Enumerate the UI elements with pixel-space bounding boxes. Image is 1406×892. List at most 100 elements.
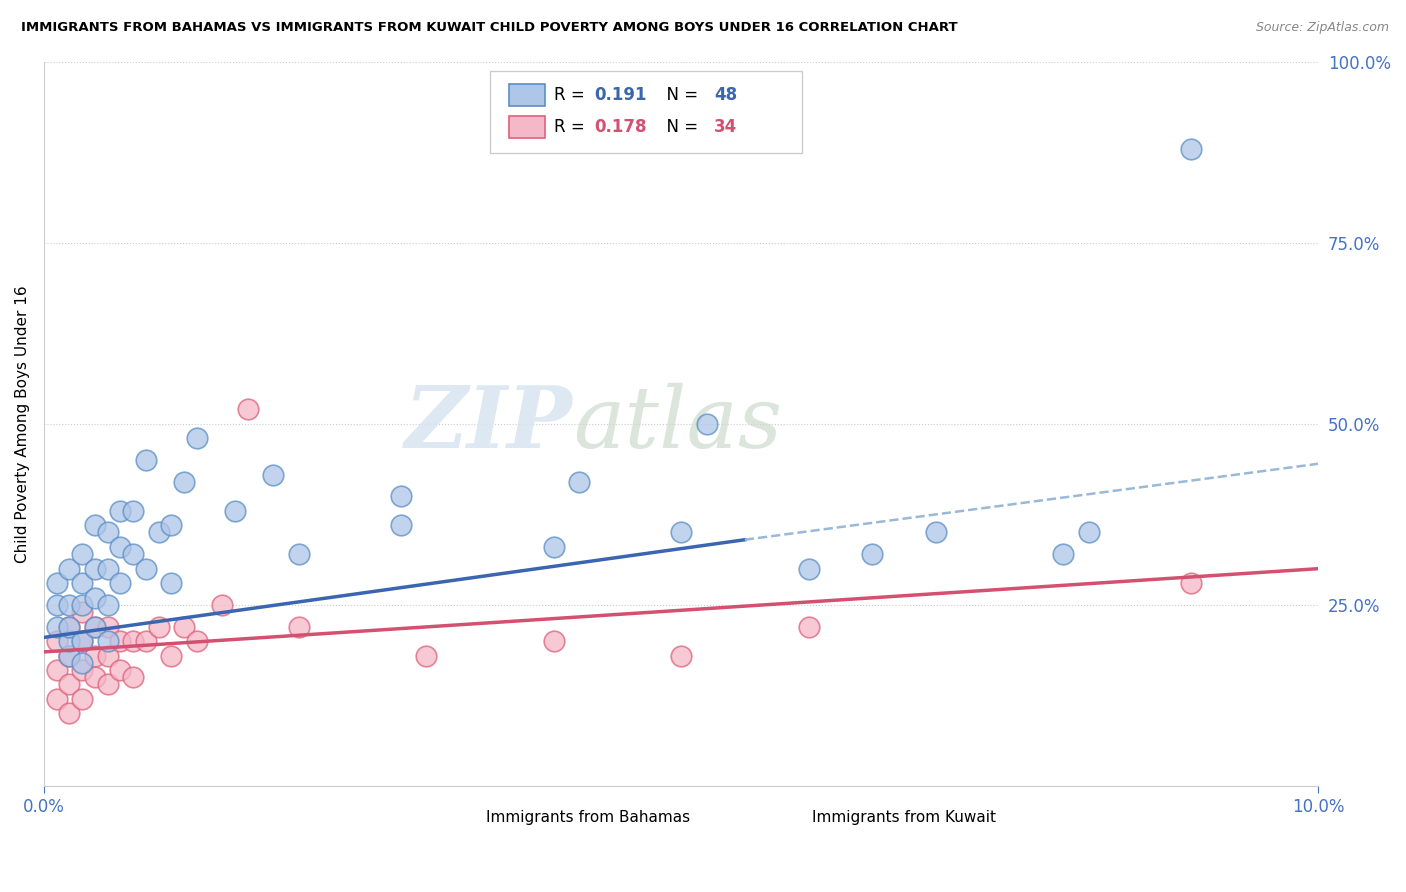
Point (415, 648, 437, 663)
Point (45, 619, 67, 633)
Point (122, 504, 145, 518)
Text: R =: R = (554, 86, 589, 103)
Point (83, 591, 105, 605)
Point (58, 706, 80, 721)
Point (568, 475, 591, 489)
Point (58, 562, 80, 576)
Point (110, 576, 132, 591)
Point (97, 619, 120, 633)
Point (83, 562, 105, 576)
Point (797, 619, 820, 633)
FancyBboxPatch shape (509, 117, 544, 138)
Text: 48: 48 (714, 86, 737, 103)
Text: 0.191: 0.191 (595, 86, 647, 103)
Y-axis label: Child Poverty Among Boys Under 16: Child Poverty Among Boys Under 16 (15, 285, 30, 563)
Point (173, 475, 195, 489)
Point (45, 598, 67, 612)
FancyBboxPatch shape (489, 70, 803, 153)
Point (97, 677, 120, 691)
Point (58, 619, 80, 633)
Text: IMMIGRANTS FROM BAHAMAS VS IMMIGRANTS FROM KUWAIT CHILD POVERTY AMONG BOYS UNDER: IMMIGRANTS FROM BAHAMAS VS IMMIGRANTS FR… (21, 21, 957, 34)
Point (211, 598, 233, 612)
Point (389, 489, 412, 503)
Point (148, 525, 170, 540)
Text: atlas: atlas (572, 383, 782, 466)
Point (110, 663, 132, 677)
Point (70, 634, 93, 648)
Point (287, 547, 309, 561)
Point (160, 576, 183, 591)
Text: ZIP: ZIP (405, 382, 572, 466)
Point (45, 576, 67, 591)
Point (97, 525, 120, 540)
Point (45, 663, 67, 677)
Point (186, 432, 208, 446)
Text: N =: N = (655, 119, 703, 136)
Point (58, 598, 80, 612)
Point (97, 634, 120, 648)
Point (97, 562, 120, 576)
FancyBboxPatch shape (446, 810, 477, 826)
Text: Source: ZipAtlas.com: Source: ZipAtlas.com (1256, 21, 1389, 34)
Point (83, 619, 105, 633)
Point (925, 525, 948, 540)
Point (173, 619, 195, 633)
Point (122, 634, 145, 648)
Point (262, 467, 284, 482)
Point (110, 504, 132, 518)
Point (1077, 525, 1099, 540)
FancyBboxPatch shape (509, 84, 544, 105)
Point (58, 634, 80, 648)
Point (135, 453, 157, 467)
Point (83, 518, 105, 533)
Point (669, 648, 692, 663)
Point (97, 598, 120, 612)
Point (543, 540, 565, 554)
Point (1180, 576, 1202, 591)
Point (83, 619, 105, 633)
Point (236, 402, 259, 417)
Point (389, 518, 412, 533)
Point (110, 634, 132, 648)
Point (70, 692, 93, 706)
Point (83, 670, 105, 684)
Point (160, 648, 183, 663)
Point (58, 648, 80, 663)
Point (696, 417, 718, 431)
Point (122, 670, 145, 684)
Point (148, 619, 170, 633)
Text: N =: N = (655, 86, 703, 103)
Point (186, 634, 208, 648)
Point (45, 692, 67, 706)
Text: Immigrants from Bahamas: Immigrants from Bahamas (486, 810, 690, 825)
Point (224, 504, 246, 518)
Point (58, 619, 80, 633)
Point (45, 634, 67, 648)
Point (160, 518, 183, 533)
Point (58, 677, 80, 691)
Text: Immigrants from Kuwait: Immigrants from Kuwait (813, 810, 997, 825)
FancyBboxPatch shape (773, 810, 804, 826)
Point (70, 656, 93, 670)
Point (860, 547, 883, 561)
Point (83, 648, 105, 663)
Point (58, 648, 80, 663)
Point (1180, 142, 1202, 156)
Point (287, 619, 309, 633)
Text: 34: 34 (714, 119, 738, 136)
Point (70, 605, 93, 619)
Point (70, 634, 93, 648)
Point (135, 562, 157, 576)
Point (669, 525, 692, 540)
Point (110, 540, 132, 554)
Point (135, 634, 157, 648)
Point (70, 598, 93, 612)
Point (97, 648, 120, 663)
Point (70, 547, 93, 561)
Point (70, 576, 93, 591)
Point (70, 663, 93, 677)
Point (1052, 547, 1074, 561)
Point (122, 547, 145, 561)
Text: 0.178: 0.178 (595, 119, 647, 136)
Point (543, 634, 565, 648)
